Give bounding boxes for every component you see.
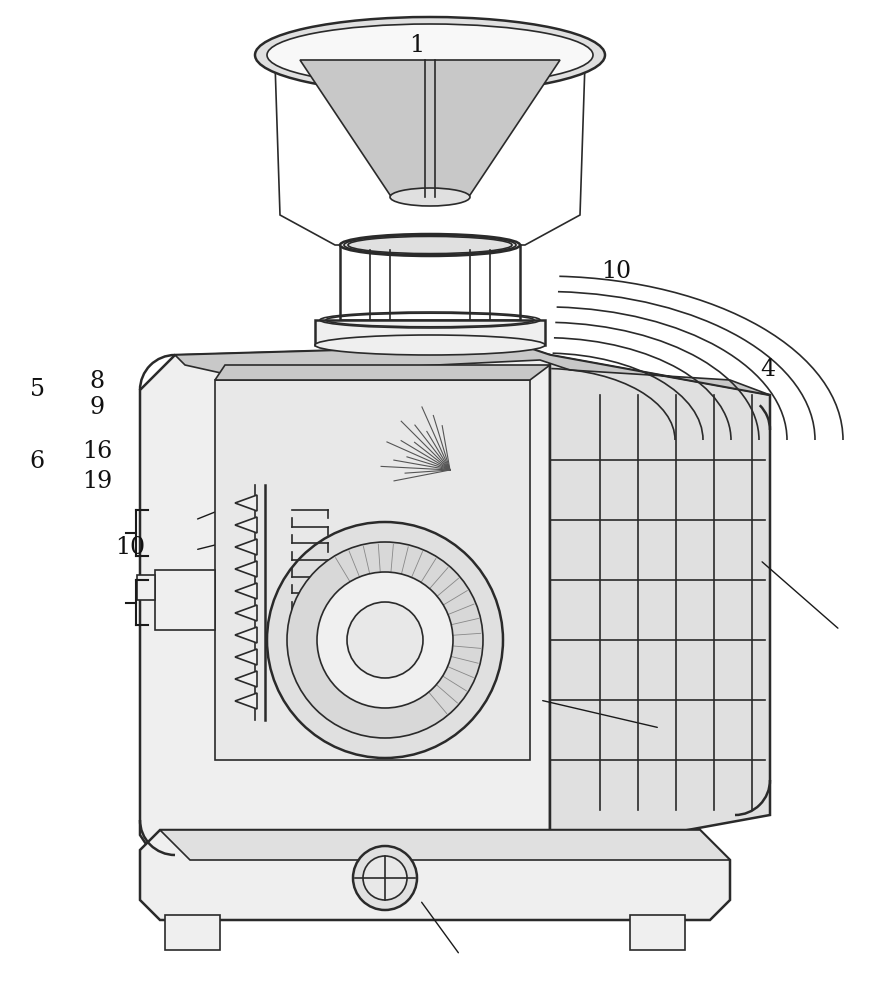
Ellipse shape (390, 188, 470, 206)
Circle shape (353, 846, 417, 910)
Polygon shape (165, 915, 220, 950)
Polygon shape (175, 345, 770, 395)
Circle shape (317, 572, 453, 708)
Polygon shape (235, 495, 257, 511)
Circle shape (347, 602, 423, 678)
Polygon shape (275, 55, 585, 245)
Polygon shape (235, 649, 257, 665)
Polygon shape (235, 671, 257, 687)
Polygon shape (215, 380, 530, 760)
Polygon shape (235, 517, 257, 533)
Polygon shape (137, 575, 155, 600)
Text: 8: 8 (89, 370, 105, 393)
Text: 10: 10 (601, 260, 631, 284)
Polygon shape (160, 830, 730, 860)
Ellipse shape (267, 24, 593, 86)
Polygon shape (155, 570, 215, 630)
Ellipse shape (340, 234, 520, 256)
Ellipse shape (255, 17, 605, 93)
Text: 4: 4 (760, 359, 776, 381)
Polygon shape (235, 539, 257, 555)
Polygon shape (235, 693, 257, 709)
Text: 10: 10 (116, 536, 146, 560)
Polygon shape (140, 830, 730, 920)
Text: 19: 19 (82, 471, 112, 493)
Polygon shape (215, 365, 550, 380)
Polygon shape (140, 345, 550, 865)
Text: 16: 16 (82, 440, 112, 464)
Ellipse shape (315, 335, 545, 355)
Polygon shape (235, 583, 257, 599)
Polygon shape (630, 915, 685, 950)
Polygon shape (340, 245, 520, 320)
Circle shape (267, 522, 503, 758)
Polygon shape (550, 355, 770, 855)
Circle shape (287, 542, 483, 738)
Polygon shape (235, 627, 257, 643)
Text: 5: 5 (30, 378, 44, 401)
Circle shape (363, 856, 407, 900)
Polygon shape (315, 320, 545, 345)
Polygon shape (235, 561, 257, 577)
Text: 1: 1 (409, 33, 425, 56)
Polygon shape (300, 60, 560, 195)
Text: 9: 9 (89, 396, 105, 420)
Polygon shape (235, 605, 257, 621)
Text: 6: 6 (29, 450, 45, 474)
